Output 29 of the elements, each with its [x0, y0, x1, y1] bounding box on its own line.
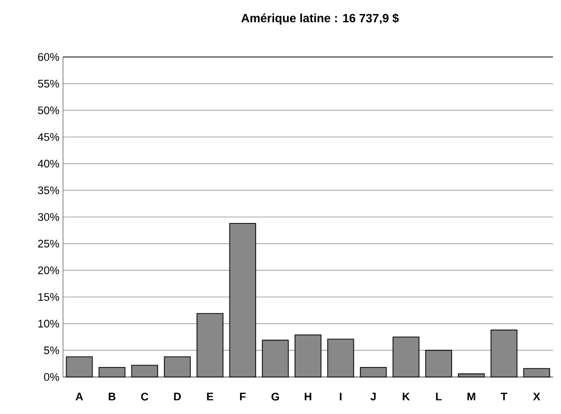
y-tick-label: 60% — [38, 53, 60, 61]
y-tick-label: 20% — [38, 266, 60, 274]
x-tick-label: J — [370, 392, 376, 400]
y-tick-label: 35% — [38, 186, 60, 194]
x-tick-label: C — [141, 392, 148, 401]
chart-title: Amérique latine : 16 737,9 $ — [241, 13, 399, 25]
y-tick-label: 15% — [38, 293, 60, 301]
y-tick-label: 0% — [44, 373, 60, 381]
y-tick-label: 25% — [38, 240, 60, 248]
x-tick-label: A — [76, 392, 83, 400]
y-tick-label: 10% — [38, 320, 60, 328]
x-tick-label: K — [402, 392, 410, 400]
x-tick-label: H — [304, 392, 312, 400]
y-tick-label: 50% — [38, 106, 60, 114]
y-tick-label: 45% — [38, 133, 60, 141]
y-tick-label: 5% — [44, 346, 60, 354]
x-tick-label: D — [174, 392, 181, 400]
x-tick-label: L — [436, 392, 442, 400]
y-tick-label: 55% — [38, 80, 60, 88]
x-tick-label: M — [468, 392, 476, 400]
y-tick-label: 40% — [38, 160, 60, 168]
x-tick-label: I — [340, 392, 342, 400]
x-tick-label: B — [108, 392, 116, 400]
x-tick-label: G — [272, 392, 279, 401]
x-tick-label: E — [207, 392, 214, 400]
x-tick-label: F — [240, 392, 246, 400]
x-tick-label: X — [533, 392, 540, 400]
x-tick-label: T — [500, 392, 508, 400]
y-tick-label: 30% — [38, 213, 60, 221]
